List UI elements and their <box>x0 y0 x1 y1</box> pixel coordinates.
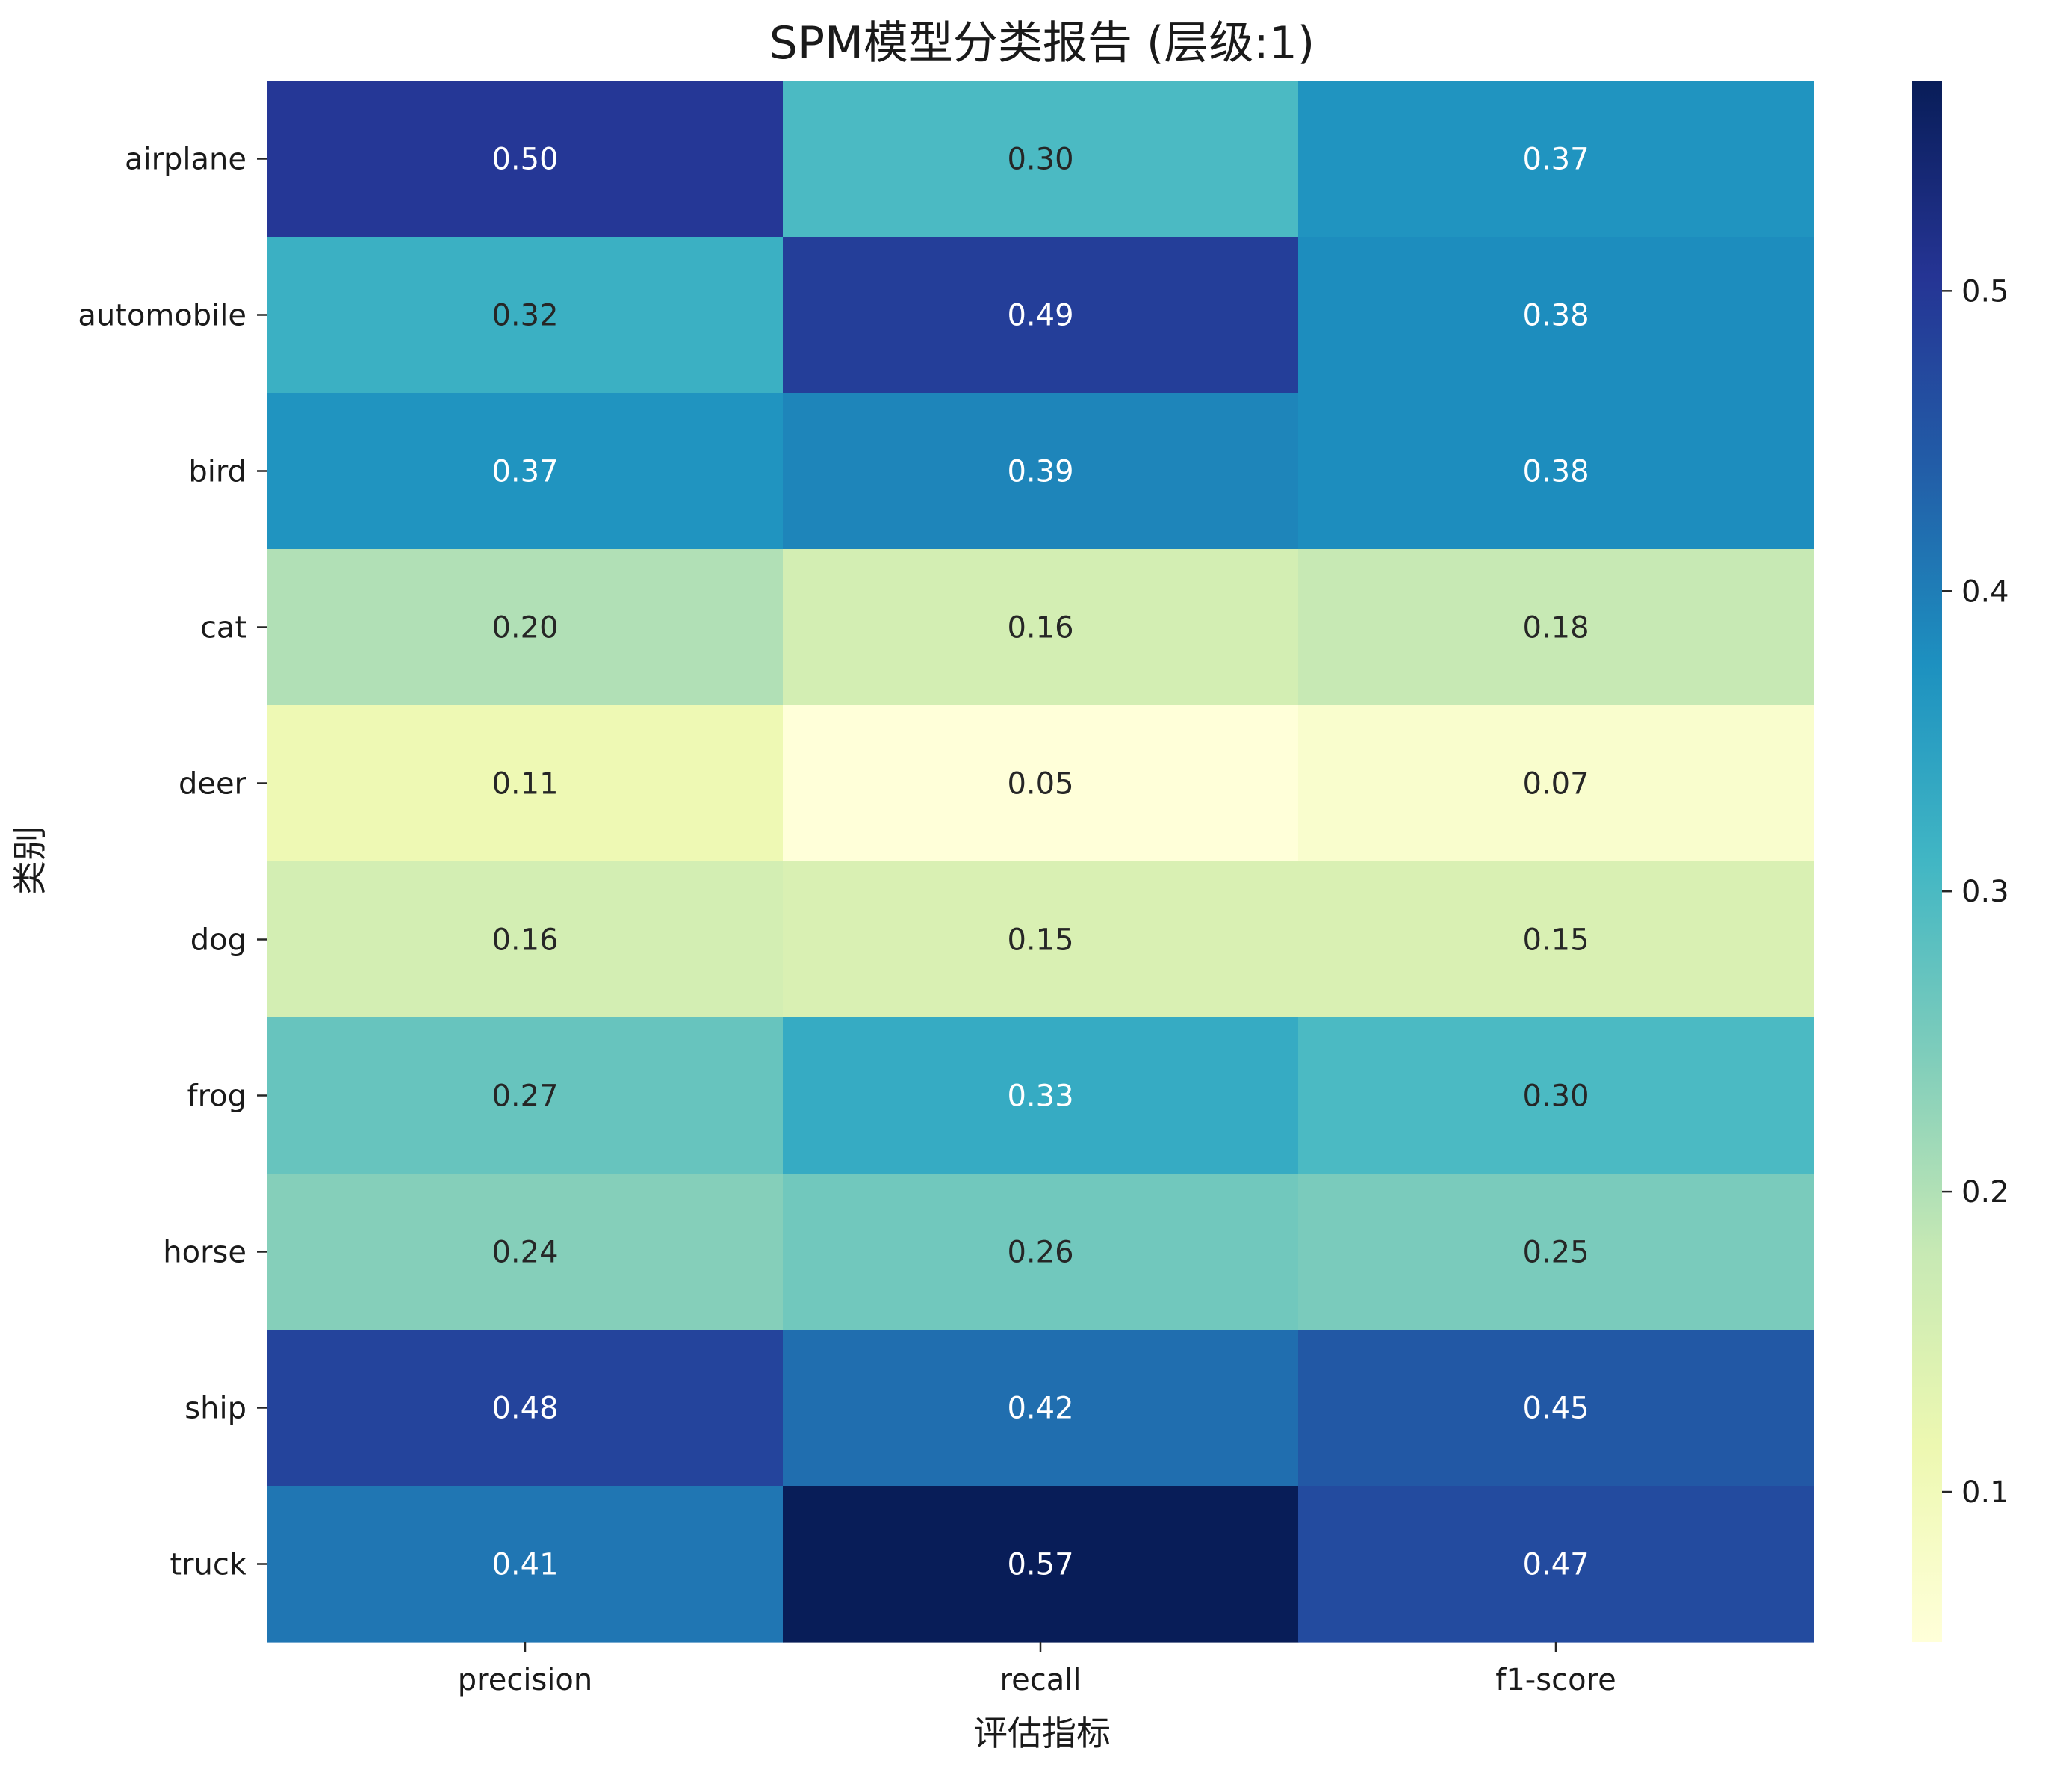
cell-value-label: 0.18 <box>1522 611 1589 645</box>
heatmap-cells <box>267 81 1814 1643</box>
colorbar-tick-label: 0.3 <box>1961 875 2009 909</box>
heatmap-cell-airplane-precision <box>267 81 784 238</box>
cell-value-label: 0.30 <box>1522 1079 1589 1114</box>
cell-value-label: 0.39 <box>1007 455 1073 489</box>
cell-value-label: 0.27 <box>491 1079 558 1114</box>
heatmap-cell-truck-f1-score <box>1298 1486 1814 1643</box>
heatmap-cell-frog-recall <box>783 1017 1299 1174</box>
cell-value-label: 0.16 <box>1007 611 1073 645</box>
heatmap-cell-automobile-f1-score <box>1298 237 1814 394</box>
cell-value-label: 0.15 <box>1522 923 1589 958</box>
cell-value-label: 0.45 <box>1522 1392 1589 1426</box>
heatmap-cell-ship-recall <box>783 1330 1299 1487</box>
cell-value-label: 0.33 <box>1007 1079 1073 1114</box>
heatmap-cell-horse-precision <box>267 1174 784 1330</box>
x-tick-label: precision <box>458 1663 592 1697</box>
heatmap-cell-horse-f1-score <box>1298 1174 1814 1330</box>
y-tick-label: automobile <box>78 299 246 333</box>
cell-value-label: 0.20 <box>491 611 558 645</box>
heatmap-cell-dog-f1-score <box>1298 861 1814 1018</box>
cell-value-label: 0.07 <box>1522 767 1589 802</box>
heatmap-cell-bird-precision <box>267 393 784 550</box>
cell-value-label: 0.49 <box>1007 299 1073 333</box>
cell-value-label: 0.37 <box>491 455 558 489</box>
heatmap-cell-deer-f1-score <box>1298 705 1814 862</box>
colorbar-tick-label: 0.4 <box>1961 574 2009 609</box>
heatmap-cell-frog-f1-score <box>1298 1017 1814 1174</box>
y-tick-label: airplane <box>125 143 246 177</box>
heatmap-cell-ship-precision <box>267 1330 784 1487</box>
cell-value-label: 0.41 <box>491 1548 558 1582</box>
y-tick-label: frog <box>187 1079 246 1114</box>
heatmap-cell-cat-f1-score <box>1298 549 1814 706</box>
y-tick-label: truck <box>170 1548 246 1582</box>
y-tick-label: bird <box>188 455 246 489</box>
heatmap-cell-cat-precision <box>267 549 784 706</box>
heatmap-cell-dog-recall <box>783 861 1299 1018</box>
heatmap-cell-dog-precision <box>267 861 784 1018</box>
y-tick-label: dog <box>190 923 246 958</box>
cell-value-label: 0.48 <box>491 1392 558 1426</box>
heatmap-cell-airplane-f1-score <box>1298 81 1814 238</box>
colorbar-ticks: 0.1 0.2 0.3 0.4 0.5 <box>1942 274 2009 1510</box>
cell-value-label: 0.25 <box>1522 1236 1589 1270</box>
y-tick-label: ship <box>184 1392 246 1426</box>
x-tick-label: recall <box>1000 1663 1082 1697</box>
cell-value-label: 0.24 <box>491 1236 558 1270</box>
cell-value-label: 0.38 <box>1522 299 1589 333</box>
cell-value-label: 0.30 <box>1007 143 1073 177</box>
heatmap-cell-automobile-recall <box>783 237 1299 394</box>
heatmap-cell-frog-precision <box>267 1017 784 1174</box>
heatmap-cell-deer-recall <box>783 705 1299 862</box>
heatmap-cell-bird-recall <box>783 393 1299 550</box>
cell-value-label: 0.37 <box>1522 143 1589 177</box>
heatmap-cell-airplane-recall <box>783 81 1299 238</box>
cell-value-label: 0.50 <box>491 143 558 177</box>
x-axis-label: 评估指标 <box>973 1713 1111 1753</box>
colorbar-tick-label: 0.1 <box>1961 1475 2009 1510</box>
heatmap-cell-bird-f1-score <box>1298 393 1814 550</box>
colorbar-tick-label: 0.2 <box>1961 1175 2009 1209</box>
y-axis-ticks: airplane automobile bird cat deer dog frog hors… <box>78 143 267 1582</box>
heatmap-cell-truck-recall <box>783 1486 1299 1643</box>
cell-value-label: 0.15 <box>1007 923 1073 958</box>
cell-value-label: 0.42 <box>1007 1392 1073 1426</box>
cell-value-label: 0.47 <box>1522 1548 1589 1582</box>
heatmap-cell-automobile-precision <box>267 237 784 394</box>
cell-value-label: 0.38 <box>1522 455 1589 489</box>
y-tick-label: deer <box>179 767 247 802</box>
y-tick-label: cat <box>200 611 246 645</box>
heatmap-cell-ship-f1-score <box>1298 1330 1814 1487</box>
heatmap-cell-deer-precision <box>267 705 784 862</box>
y-axis-label: 类别 <box>10 826 50 895</box>
cell-annotations: 0.50 0.30 0.37 0.32 0.49 0.38 0.37 0.39 0.38 0.20… <box>491 143 1589 1582</box>
y-tick-label: horse <box>163 1236 246 1270</box>
colorbar-tick-label: 0.5 <box>1961 274 2009 309</box>
cell-value-label: 0.05 <box>1007 767 1073 802</box>
x-axis-ticks: precision recall f1-score <box>458 1642 1616 1697</box>
cell-value-label: 0.16 <box>491 923 558 958</box>
cell-value-label: 0.26 <box>1007 1236 1073 1270</box>
heatmap-cell-horse-recall <box>783 1174 1299 1330</box>
cell-value-label: 0.32 <box>491 299 558 333</box>
cell-value-label: 0.57 <box>1007 1548 1073 1582</box>
x-tick-label: f1-score <box>1495 1663 1616 1697</box>
heatmap-cell-cat-recall <box>783 549 1299 706</box>
colorbar <box>1912 81 1942 1642</box>
chart-title: SPM模型分类报告 (层级:1) <box>769 17 1315 69</box>
cell-value-label: 0.11 <box>491 767 558 802</box>
heatmap-cell-truck-precision <box>267 1486 784 1643</box>
